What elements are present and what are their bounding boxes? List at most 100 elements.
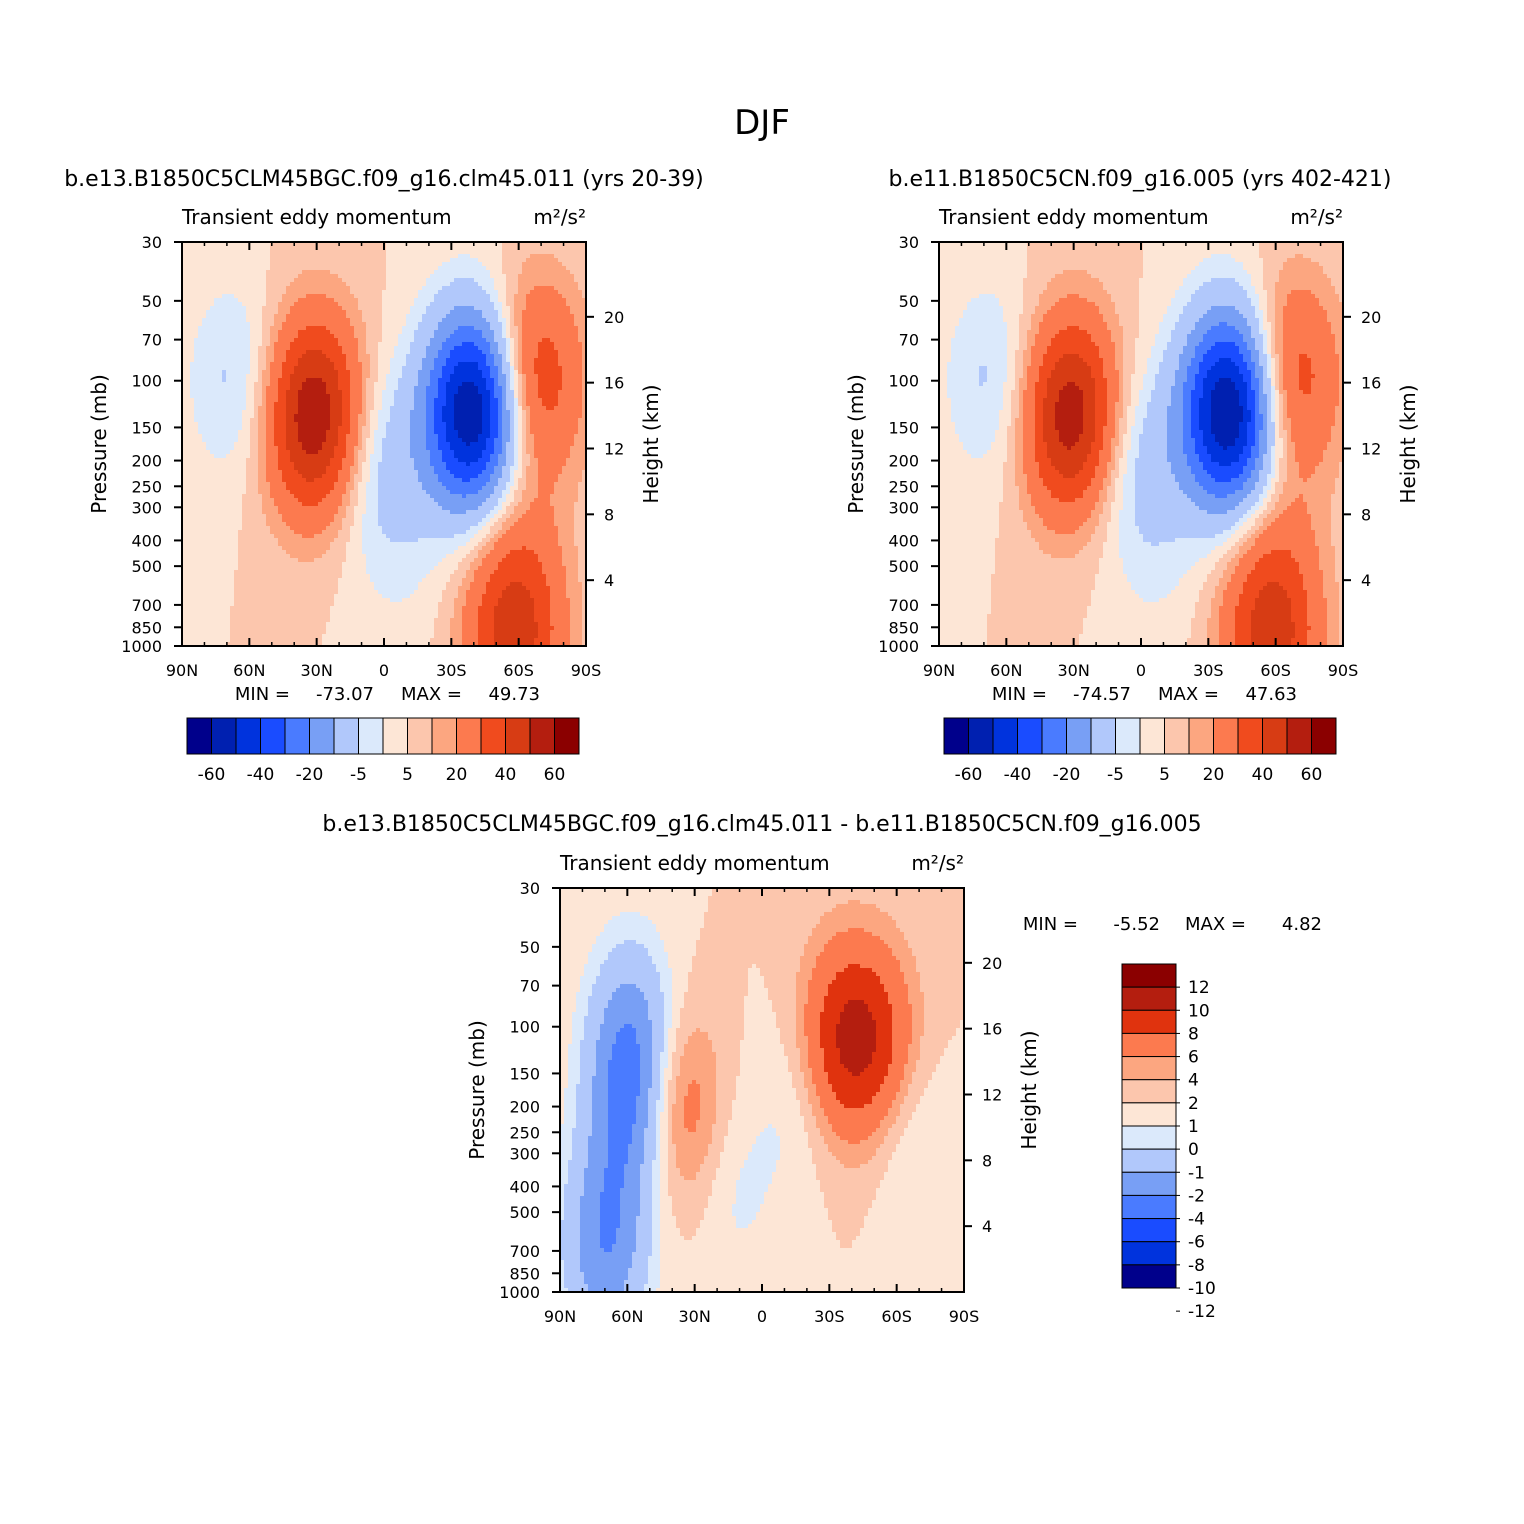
- contour-cell: [342, 290, 346, 294]
- contour-cell: [242, 358, 246, 362]
- contour-cell: [258, 310, 262, 314]
- contour-cell: [330, 390, 334, 394]
- contour-cell: [426, 378, 430, 382]
- contour-cell: [546, 386, 550, 390]
- contour-cell: [478, 302, 482, 306]
- contour-cell: [286, 254, 290, 258]
- contour-cell: [398, 382, 402, 386]
- contour-cell: [510, 382, 514, 386]
- contour-cell: [222, 378, 226, 382]
- contour-cell: [550, 326, 554, 330]
- contour-cell: [254, 338, 258, 342]
- contour-cell: [426, 350, 430, 354]
- contour-cell: [226, 306, 230, 310]
- contour-cell: [398, 274, 402, 278]
- contour-cell: [250, 342, 254, 346]
- contour-cell: [258, 342, 262, 346]
- contour-cell: [430, 330, 434, 334]
- contour-cell: [282, 382, 286, 386]
- contour-cell: [246, 338, 250, 342]
- contour-cell: [346, 354, 350, 358]
- contour-cell: [514, 382, 518, 386]
- contour-cell: [314, 366, 318, 370]
- contour-cell: [418, 318, 422, 322]
- contour-cell: [478, 390, 482, 394]
- contour-cell: [262, 262, 266, 266]
- contour-cell: [226, 286, 230, 290]
- contour-cell: [242, 322, 246, 326]
- contour-cell: [270, 270, 274, 274]
- contour-cell: [526, 298, 530, 302]
- contour-cell: [306, 398, 310, 402]
- contour-cell: [374, 386, 378, 390]
- contour-cell: [562, 406, 566, 410]
- contour-cell: [542, 382, 546, 386]
- contour-cell: [350, 434, 354, 438]
- contour-cell: [222, 254, 226, 258]
- contour-cell: [494, 306, 498, 310]
- contour-cell: [202, 270, 206, 274]
- contour-cell: [338, 406, 342, 410]
- contour-cell: [258, 290, 262, 294]
- contour-cell: [382, 338, 386, 342]
- contour-cell: [186, 422, 190, 426]
- contour-cell: [274, 390, 278, 394]
- contour-cell: [514, 330, 518, 334]
- contour-cell: [574, 294, 578, 298]
- contour-cell: [318, 270, 322, 274]
- contour-cell: [530, 390, 534, 394]
- contour-cell: [222, 310, 226, 314]
- contour-cell: [438, 258, 442, 262]
- contour-cell: [470, 302, 474, 306]
- contour-cell: [510, 338, 514, 342]
- contour-cell: [498, 386, 502, 390]
- contour-cell: [566, 278, 570, 282]
- contour-cell: [210, 418, 214, 422]
- contour-cell: [414, 410, 418, 414]
- contour-cell: [250, 422, 254, 426]
- contour-cell: [566, 430, 570, 434]
- contour-cell: [538, 386, 542, 390]
- contour-cell: [254, 254, 258, 258]
- contour-cell: [314, 278, 318, 282]
- contour-cell: [410, 378, 414, 382]
- contour-cell: [550, 338, 554, 342]
- contour-cell: [374, 414, 378, 418]
- contour-cell: [286, 366, 290, 370]
- contour-cell: [370, 326, 374, 330]
- contour-cell: [346, 390, 350, 394]
- contour-cell: [406, 302, 410, 306]
- contour-cell: [410, 398, 414, 402]
- contour-cell: [230, 330, 234, 334]
- contour-cell: [574, 430, 578, 434]
- contour-cell: [246, 402, 250, 406]
- contour-cell: [334, 354, 338, 358]
- contour-cell: [254, 286, 258, 290]
- contour-cell: [578, 430, 582, 434]
- contour-cell: [442, 434, 446, 438]
- contour-cell: [518, 314, 522, 318]
- contour-cell: [314, 310, 318, 314]
- contour-cell: [446, 306, 450, 310]
- contour-cell: [246, 382, 250, 386]
- contour-cell: [218, 254, 222, 258]
- contour-cell: [574, 318, 578, 322]
- contour-cell: [218, 386, 222, 390]
- contour-cell: [286, 378, 290, 382]
- contour-cell: [358, 318, 362, 322]
- contour-cell: [186, 418, 190, 422]
- contour-cell: [358, 362, 362, 366]
- contour-cell: [402, 298, 406, 302]
- contour-cell: [346, 342, 350, 346]
- contour-cell: [546, 374, 550, 378]
- contour-cell: [514, 430, 518, 434]
- contour-cell: [574, 350, 578, 354]
- contour-cell: [254, 282, 258, 286]
- contour-cell: [570, 306, 574, 310]
- contour-cell: [186, 390, 190, 394]
- contour-cell: [510, 314, 514, 318]
- contour-cell: [226, 298, 230, 302]
- contour-cell: [230, 402, 234, 406]
- contour-cell: [526, 286, 530, 290]
- contour-cell: [310, 254, 314, 258]
